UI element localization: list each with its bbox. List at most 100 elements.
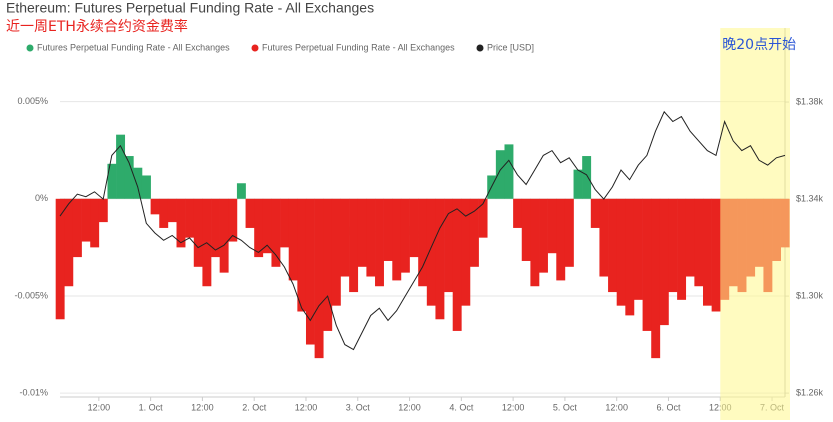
funding-bar	[90, 198, 100, 248]
funding-bar	[478, 198, 488, 238]
funding-bar	[582, 156, 592, 199]
funding-bar	[392, 198, 402, 281]
chart-subtitle: 近一周ETH永续合约资金费率	[6, 18, 188, 35]
x-tick-label: 12:00	[88, 402, 111, 412]
legend-label: Futures Perpetual Funding Rate - All Exc…	[262, 42, 455, 52]
funding-bar	[167, 198, 177, 223]
funding-bar	[107, 163, 117, 199]
funding-bar	[288, 198, 298, 281]
funding-bar	[141, 175, 151, 199]
funding-bar	[314, 198, 324, 359]
funding-bar	[133, 167, 143, 199]
funding-bar	[444, 198, 454, 293]
x-tick-label: 12:00	[295, 402, 318, 412]
funding-bar	[651, 198, 661, 359]
x-tick-label: 12:00	[191, 402, 214, 412]
funding-bar	[513, 198, 523, 228]
funding-bar	[461, 198, 471, 306]
x-tick-label: 6. Oct	[656, 402, 681, 412]
funding-bar	[564, 198, 574, 267]
funding-bar	[495, 150, 505, 199]
funding-bar	[659, 198, 669, 326]
funding-bar	[547, 198, 557, 254]
y-tick-label: -0.01%	[19, 387, 48, 397]
funding-bar	[271, 198, 281, 267]
funding-bar	[176, 198, 186, 248]
funding-bar	[633, 198, 643, 300]
chart-title: Ethereum: Futures Perpetual Funding Rate…	[6, 0, 374, 16]
funding-bar	[331, 198, 341, 306]
x-tick-label: 12:00	[605, 402, 628, 412]
funding-bar	[556, 198, 566, 281]
funding-bar	[642, 198, 652, 331]
y2-tick-label: $1.38k	[796, 96, 824, 106]
funding-bar	[185, 198, 195, 238]
funding-bar	[81, 198, 91, 242]
funding-bar	[435, 198, 445, 320]
y2-tick-label: $1.30k	[796, 290, 824, 300]
y-tick-label: 0%	[35, 193, 48, 203]
funding-bar	[668, 198, 678, 293]
legend-swatch	[26, 44, 34, 52]
funding-bar	[409, 198, 419, 258]
x-tick-label: 5. Oct	[553, 402, 578, 412]
x-tick-label: 2. Oct	[242, 402, 267, 412]
funding-bar	[625, 198, 635, 316]
funding-bar	[418, 198, 428, 287]
legend-label: Price [USD]	[487, 42, 534, 52]
legend-label: Futures Perpetual Funding Rate - All Exc…	[37, 42, 230, 52]
x-tick-label: 12:00	[398, 402, 421, 412]
x-tick-label: 4. Oct	[449, 402, 474, 412]
funding-bar	[254, 198, 264, 258]
y2-tick-label: $1.26k	[796, 387, 824, 397]
funding-bar	[426, 198, 436, 306]
funding-bar	[150, 198, 160, 215]
legend-swatch	[251, 44, 259, 52]
funding-bar	[228, 198, 238, 242]
funding-bar	[262, 198, 272, 254]
highlight-zone	[720, 28, 790, 420]
funding-bar	[116, 134, 126, 199]
funding-bar	[323, 198, 333, 331]
funding-bar	[677, 198, 687, 300]
x-tick-label: 3. Oct	[346, 402, 371, 412]
funding-bar	[685, 198, 695, 277]
funding-bar	[530, 198, 540, 287]
funding-bar	[55, 198, 65, 320]
funding-bar	[124, 156, 134, 199]
x-tick-label: 12:00	[502, 402, 525, 412]
funding-bar	[297, 198, 307, 312]
funding-bar	[616, 198, 626, 306]
funding-bar	[236, 183, 246, 199]
funding-bar	[159, 198, 169, 228]
y-tick-label: 0.005%	[17, 96, 48, 106]
x-tick-label: 1. Oct	[139, 402, 164, 412]
funding-bar	[711, 198, 721, 312]
funding-bar	[469, 198, 479, 267]
funding-bar	[340, 198, 350, 277]
funding-bar	[245, 198, 255, 228]
funding-bar	[400, 198, 410, 273]
highlight-note: 晚20点开始	[722, 37, 796, 53]
funding-bar	[64, 198, 74, 287]
funding-bar	[193, 198, 203, 267]
funding-bar	[72, 198, 82, 258]
funding-bar	[211, 198, 220, 258]
price-line	[59, 110, 786, 351]
funding-bar	[383, 198, 393, 261]
funding-bar	[590, 198, 600, 228]
y2-tick-label: $1.34k	[796, 193, 824, 203]
y-tick-label: -0.005%	[14, 290, 48, 300]
funding-bar	[573, 169, 583, 199]
funding-bar	[349, 198, 359, 293]
legend-swatch	[476, 44, 484, 52]
funding-bar	[539, 198, 548, 273]
funding-bar	[504, 144, 514, 199]
funding-bar	[608, 198, 617, 293]
funding-bar	[305, 198, 315, 345]
funding-bar	[375, 198, 384, 287]
funding-bar	[280, 198, 290, 248]
funding-bar	[366, 198, 376, 277]
legend: Futures Perpetual Funding Rate - All Exc…	[26, 42, 534, 52]
